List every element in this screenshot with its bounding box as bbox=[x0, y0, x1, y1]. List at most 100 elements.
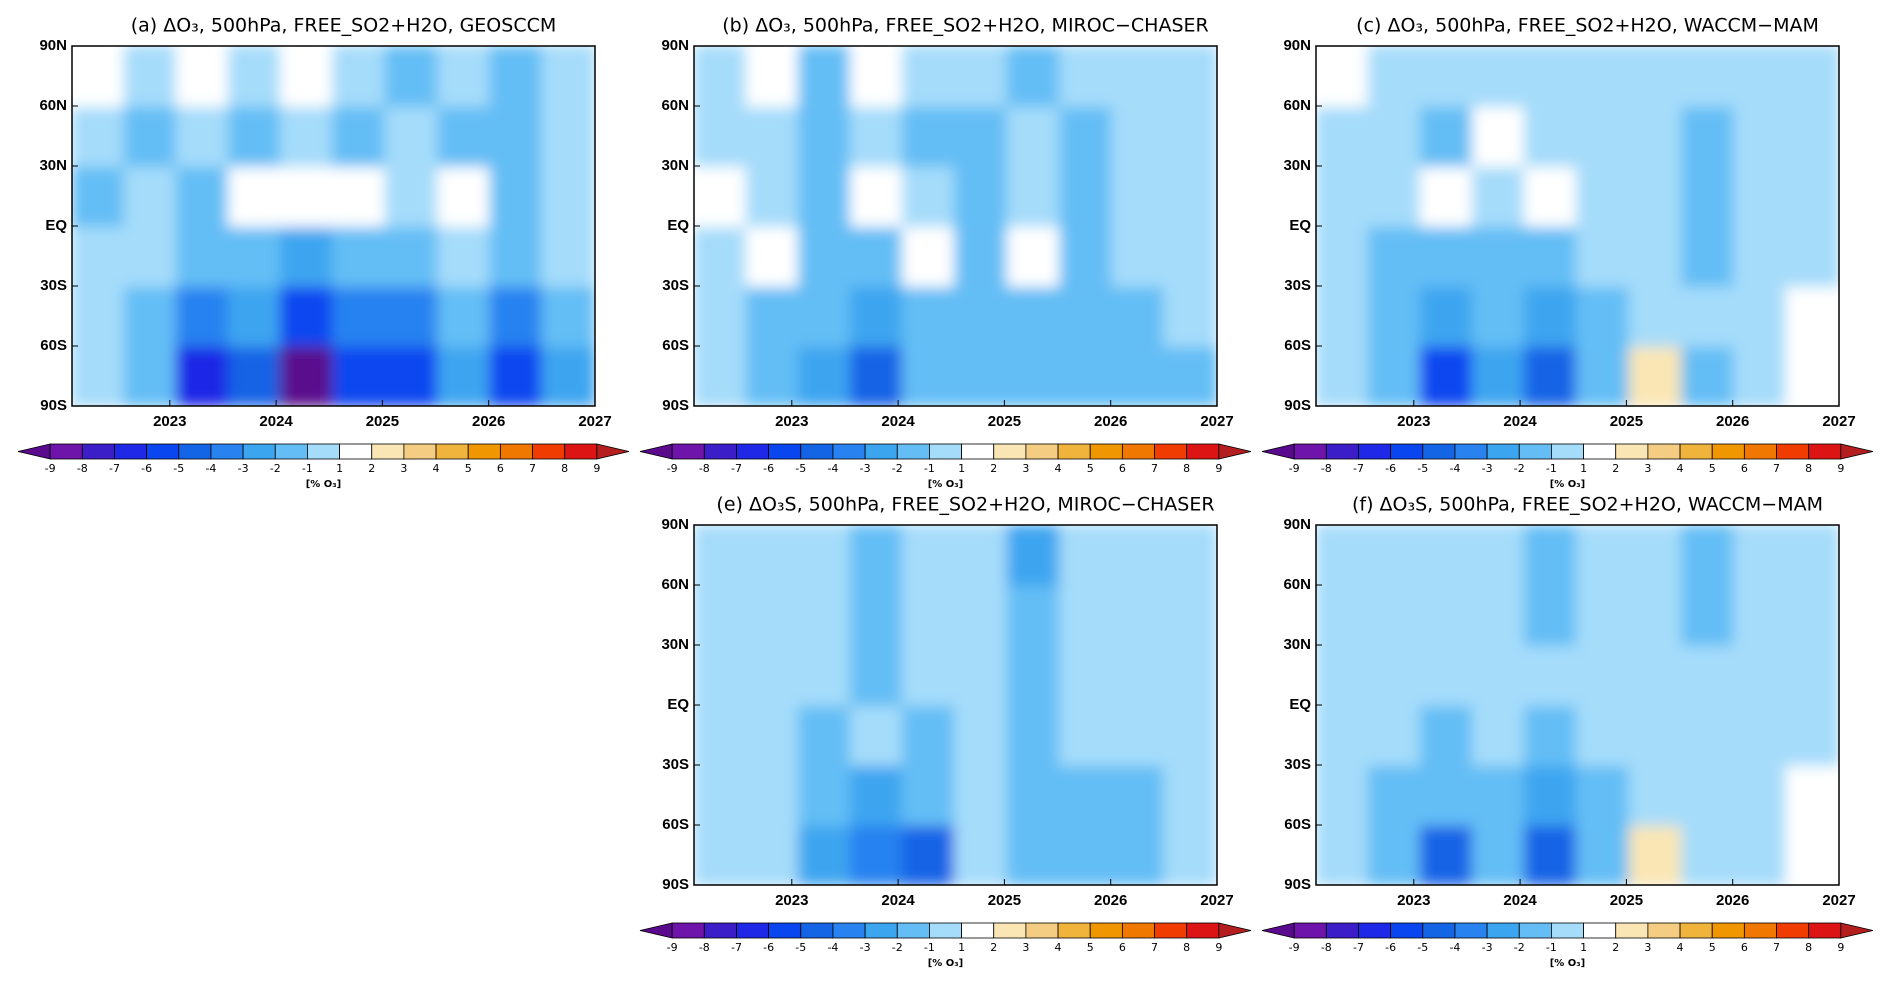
cell bbox=[797, 285, 852, 347]
cell bbox=[1471, 345, 1526, 406]
x-tick-label: 2026 bbox=[1716, 892, 1749, 909]
cell bbox=[901, 225, 956, 287]
cell bbox=[72, 345, 126, 406]
cell bbox=[1006, 704, 1062, 766]
colorbar-box bbox=[467, 443, 501, 460]
cell bbox=[1059, 525, 1114, 586]
cell bbox=[849, 644, 904, 706]
y-tick-label: 90N bbox=[1283, 37, 1311, 54]
cell bbox=[901, 285, 956, 347]
cell bbox=[1059, 824, 1114, 885]
cell bbox=[1367, 345, 1422, 406]
cell bbox=[1523, 704, 1578, 766]
colorbar-box bbox=[1679, 443, 1713, 460]
cell bbox=[797, 46, 852, 107]
x-tick-label: 2023 bbox=[775, 892, 808, 909]
x-tick-label: 2026 bbox=[1716, 413, 1749, 430]
x-tick-label: 2027 bbox=[578, 413, 611, 430]
cell bbox=[1316, 225, 1370, 287]
cell bbox=[1681, 345, 1736, 406]
cell bbox=[1059, 764, 1114, 826]
cell bbox=[694, 584, 748, 646]
cell bbox=[384, 105, 440, 167]
cell bbox=[694, 46, 748, 107]
cell bbox=[745, 46, 800, 107]
cell bbox=[1733, 46, 1788, 107]
cell bbox=[279, 105, 334, 167]
colorbar-box bbox=[339, 443, 373, 460]
cell bbox=[1006, 46, 1062, 107]
cell bbox=[1681, 764, 1736, 826]
cell bbox=[1163, 584, 1217, 646]
cell bbox=[1419, 764, 1474, 826]
colorbar-title: [% O₃] bbox=[1550, 958, 1586, 969]
cell bbox=[953, 704, 1009, 766]
cell bbox=[1367, 525, 1422, 586]
colorbar-label: -9 bbox=[1289, 941, 1300, 954]
x-tick-label: 2027 bbox=[1822, 892, 1855, 909]
cell bbox=[849, 525, 904, 586]
cell bbox=[1471, 225, 1526, 287]
cell bbox=[1316, 824, 1370, 885]
cell bbox=[1681, 46, 1736, 107]
colorbar-label: -7 bbox=[731, 462, 742, 475]
colorbar-label: -3 bbox=[1482, 462, 1493, 475]
colorbar-box bbox=[403, 443, 437, 460]
colorbar-box bbox=[736, 922, 770, 939]
cell bbox=[489, 165, 544, 227]
cell bbox=[1163, 105, 1217, 167]
cell bbox=[1471, 285, 1526, 347]
cell bbox=[849, 824, 904, 885]
colorbar-label: -5 bbox=[1417, 462, 1428, 475]
cell bbox=[1785, 824, 1839, 885]
cell bbox=[797, 225, 852, 287]
cell bbox=[1733, 704, 1788, 766]
x-tick-label: 2024 bbox=[881, 892, 915, 909]
colorbar-label: 5 bbox=[1087, 941, 1094, 954]
colorbar-box bbox=[961, 922, 995, 939]
colorbar-label: 8 bbox=[561, 462, 568, 475]
cell bbox=[1523, 345, 1578, 406]
colorbar-label: -2 bbox=[892, 462, 903, 475]
colorbar-box bbox=[832, 922, 866, 939]
cell bbox=[694, 764, 748, 826]
colorbar-label: 8 bbox=[1183, 941, 1190, 954]
cell bbox=[901, 704, 956, 766]
x-tick-label: 2026 bbox=[1094, 892, 1127, 909]
colorbar-triangle bbox=[1218, 922, 1252, 939]
cell bbox=[227, 105, 282, 167]
cell bbox=[1628, 584, 1684, 646]
cell bbox=[1006, 285, 1062, 347]
colorbar-box bbox=[1325, 443, 1359, 460]
colorbar-box bbox=[961, 443, 995, 460]
colorbar-label: -9 bbox=[667, 462, 678, 475]
colorbar-box bbox=[1454, 922, 1488, 939]
cell bbox=[1628, 285, 1684, 347]
colorbar-box bbox=[671, 443, 705, 460]
cell bbox=[1628, 704, 1684, 766]
cell bbox=[1006, 824, 1062, 885]
cell bbox=[694, 165, 748, 227]
colorbar-label: -3 bbox=[238, 462, 249, 475]
cell bbox=[1059, 165, 1114, 227]
cell bbox=[175, 345, 230, 406]
cell bbox=[1316, 584, 1370, 646]
cell bbox=[797, 704, 852, 766]
cell bbox=[1681, 225, 1736, 287]
cell bbox=[331, 165, 387, 227]
x-tick-label: 2024 bbox=[1503, 892, 1537, 909]
cell bbox=[1059, 704, 1114, 766]
colorbar-box bbox=[1647, 443, 1681, 460]
cell bbox=[541, 165, 595, 227]
cell bbox=[1111, 285, 1166, 347]
cell bbox=[694, 285, 748, 347]
x-tick-label: 2023 bbox=[775, 413, 808, 430]
colorbar-box bbox=[1679, 922, 1713, 939]
cell bbox=[1628, 165, 1684, 227]
cell bbox=[1523, 225, 1578, 287]
colorbar-box bbox=[864, 922, 898, 939]
cell bbox=[1628, 525, 1684, 586]
field bbox=[1316, 46, 1839, 406]
cell bbox=[694, 105, 748, 167]
cell bbox=[1785, 46, 1839, 107]
